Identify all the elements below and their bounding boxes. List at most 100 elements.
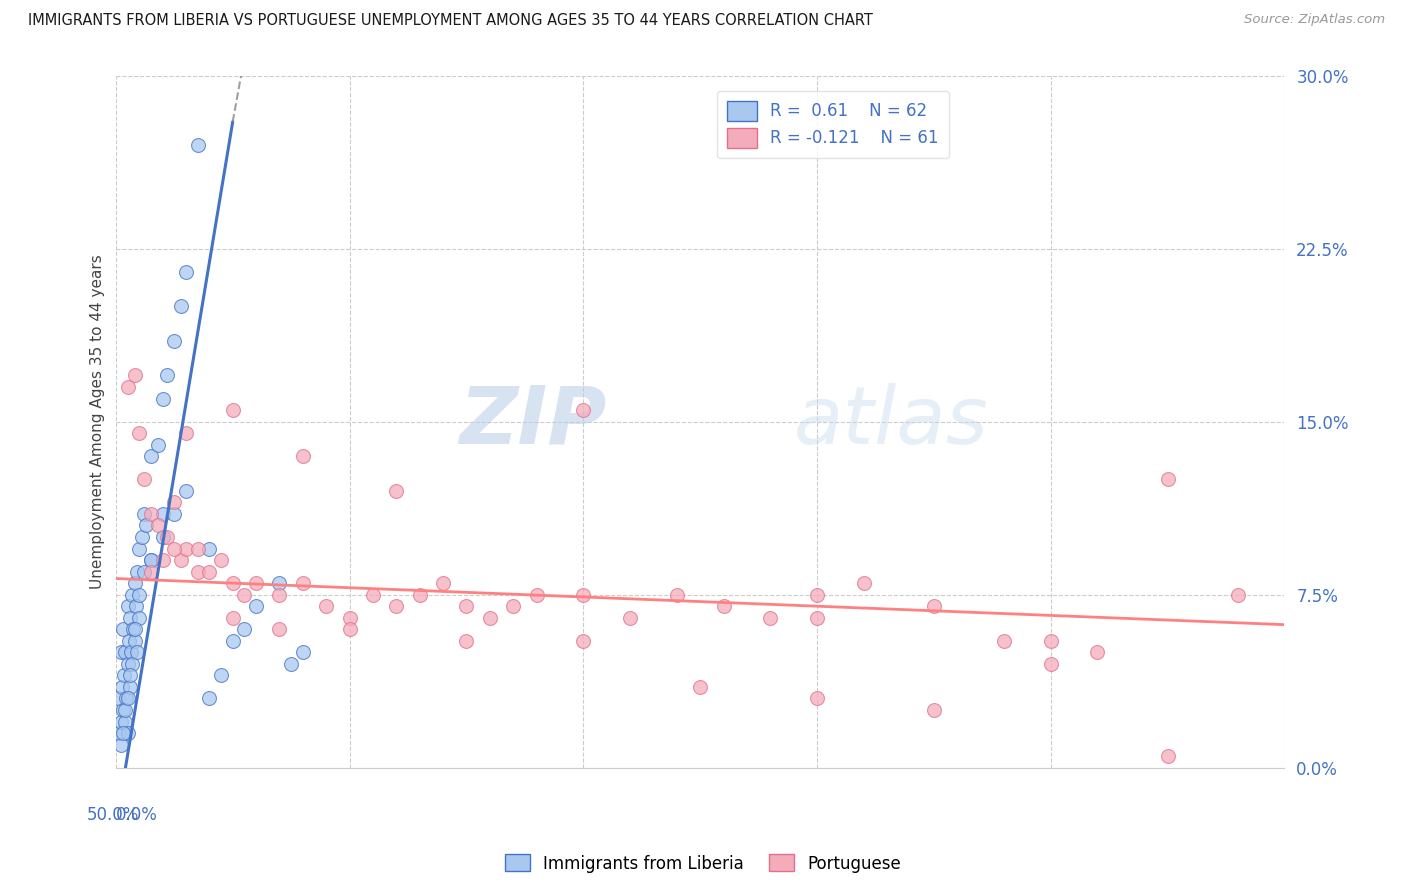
Point <box>135 518 157 533</box>
Point <box>922 703 945 717</box>
Point <box>233 588 256 602</box>
Point <box>385 599 408 614</box>
Legend: Immigrants from Liberia, Portuguese: Immigrants from Liberia, Portuguese <box>498 847 908 880</box>
Y-axis label: Unemployment Among Ages 35 to 44 years: Unemployment Among Ages 35 to 44 years <box>90 254 105 589</box>
Point <box>170 299 193 313</box>
Point <box>110 645 132 659</box>
Point <box>291 576 314 591</box>
Point <box>118 668 141 682</box>
Point <box>156 530 179 544</box>
Point <box>132 472 155 486</box>
Legend: R =  0.61    N = 62, R = -0.121    N = 61: R = 0.61 N = 62, R = -0.121 N = 61 <box>717 91 949 158</box>
Point <box>572 633 595 648</box>
Point <box>409 588 432 602</box>
Point <box>125 565 148 579</box>
Point <box>107 691 129 706</box>
Point <box>114 703 136 717</box>
Point <box>124 368 146 383</box>
Point <box>222 403 245 417</box>
Point <box>269 576 291 591</box>
Point <box>170 553 193 567</box>
Point <box>118 680 141 694</box>
Point <box>198 541 221 556</box>
Point <box>132 507 155 521</box>
Point <box>1156 472 1178 486</box>
Point <box>152 530 174 544</box>
Point <box>112 668 135 682</box>
Point <box>291 449 314 463</box>
Point <box>665 588 688 602</box>
Point <box>478 611 501 625</box>
Point <box>1156 749 1178 764</box>
Point <box>139 553 162 567</box>
Text: 0.0%: 0.0% <box>115 805 157 824</box>
Point <box>245 576 267 591</box>
Point <box>128 588 150 602</box>
Point <box>619 611 641 625</box>
Point <box>280 657 302 671</box>
Point <box>110 738 132 752</box>
Point <box>111 703 134 717</box>
Point <box>993 633 1015 648</box>
Point <box>117 657 139 671</box>
Point <box>526 588 548 602</box>
Point <box>132 565 155 579</box>
Point <box>131 530 153 544</box>
Point <box>152 392 174 406</box>
Point <box>124 622 146 636</box>
Point <box>315 599 337 614</box>
Point <box>128 611 150 625</box>
Point <box>128 541 150 556</box>
Point <box>339 611 361 625</box>
Point <box>432 576 454 591</box>
Point <box>222 633 245 648</box>
Point <box>339 622 361 636</box>
Point <box>174 541 197 556</box>
Point <box>222 611 245 625</box>
Point <box>209 553 232 567</box>
Point <box>111 726 134 740</box>
Point <box>1087 645 1109 659</box>
Point <box>139 565 162 579</box>
Point <box>713 599 735 614</box>
Point <box>806 588 828 602</box>
Text: 50.0%: 50.0% <box>87 805 139 824</box>
Point <box>187 541 209 556</box>
Point <box>174 483 197 498</box>
Point <box>269 622 291 636</box>
Point <box>269 588 291 602</box>
Point <box>502 599 524 614</box>
Point <box>233 622 256 636</box>
Point <box>115 691 138 706</box>
Point <box>118 633 141 648</box>
Point <box>163 507 186 521</box>
Point <box>174 426 197 441</box>
Point <box>110 714 132 729</box>
Point <box>117 726 139 740</box>
Point <box>759 611 782 625</box>
Text: ZIP: ZIP <box>460 383 606 460</box>
Point <box>146 438 169 452</box>
Point <box>108 726 131 740</box>
Point <box>1039 657 1062 671</box>
Point <box>456 599 478 614</box>
Point <box>128 426 150 441</box>
Point <box>572 403 595 417</box>
Point <box>456 633 478 648</box>
Point <box>198 565 221 579</box>
Point <box>922 599 945 614</box>
Point <box>114 714 136 729</box>
Point <box>111 680 134 694</box>
Point <box>222 576 245 591</box>
Point <box>117 380 139 394</box>
Point <box>121 657 143 671</box>
Point <box>163 334 186 348</box>
Point <box>111 622 134 636</box>
Point <box>120 645 142 659</box>
Point <box>245 599 267 614</box>
Point <box>806 691 828 706</box>
Point <box>117 599 139 614</box>
Point <box>124 633 146 648</box>
Point <box>806 611 828 625</box>
Point <box>124 576 146 591</box>
